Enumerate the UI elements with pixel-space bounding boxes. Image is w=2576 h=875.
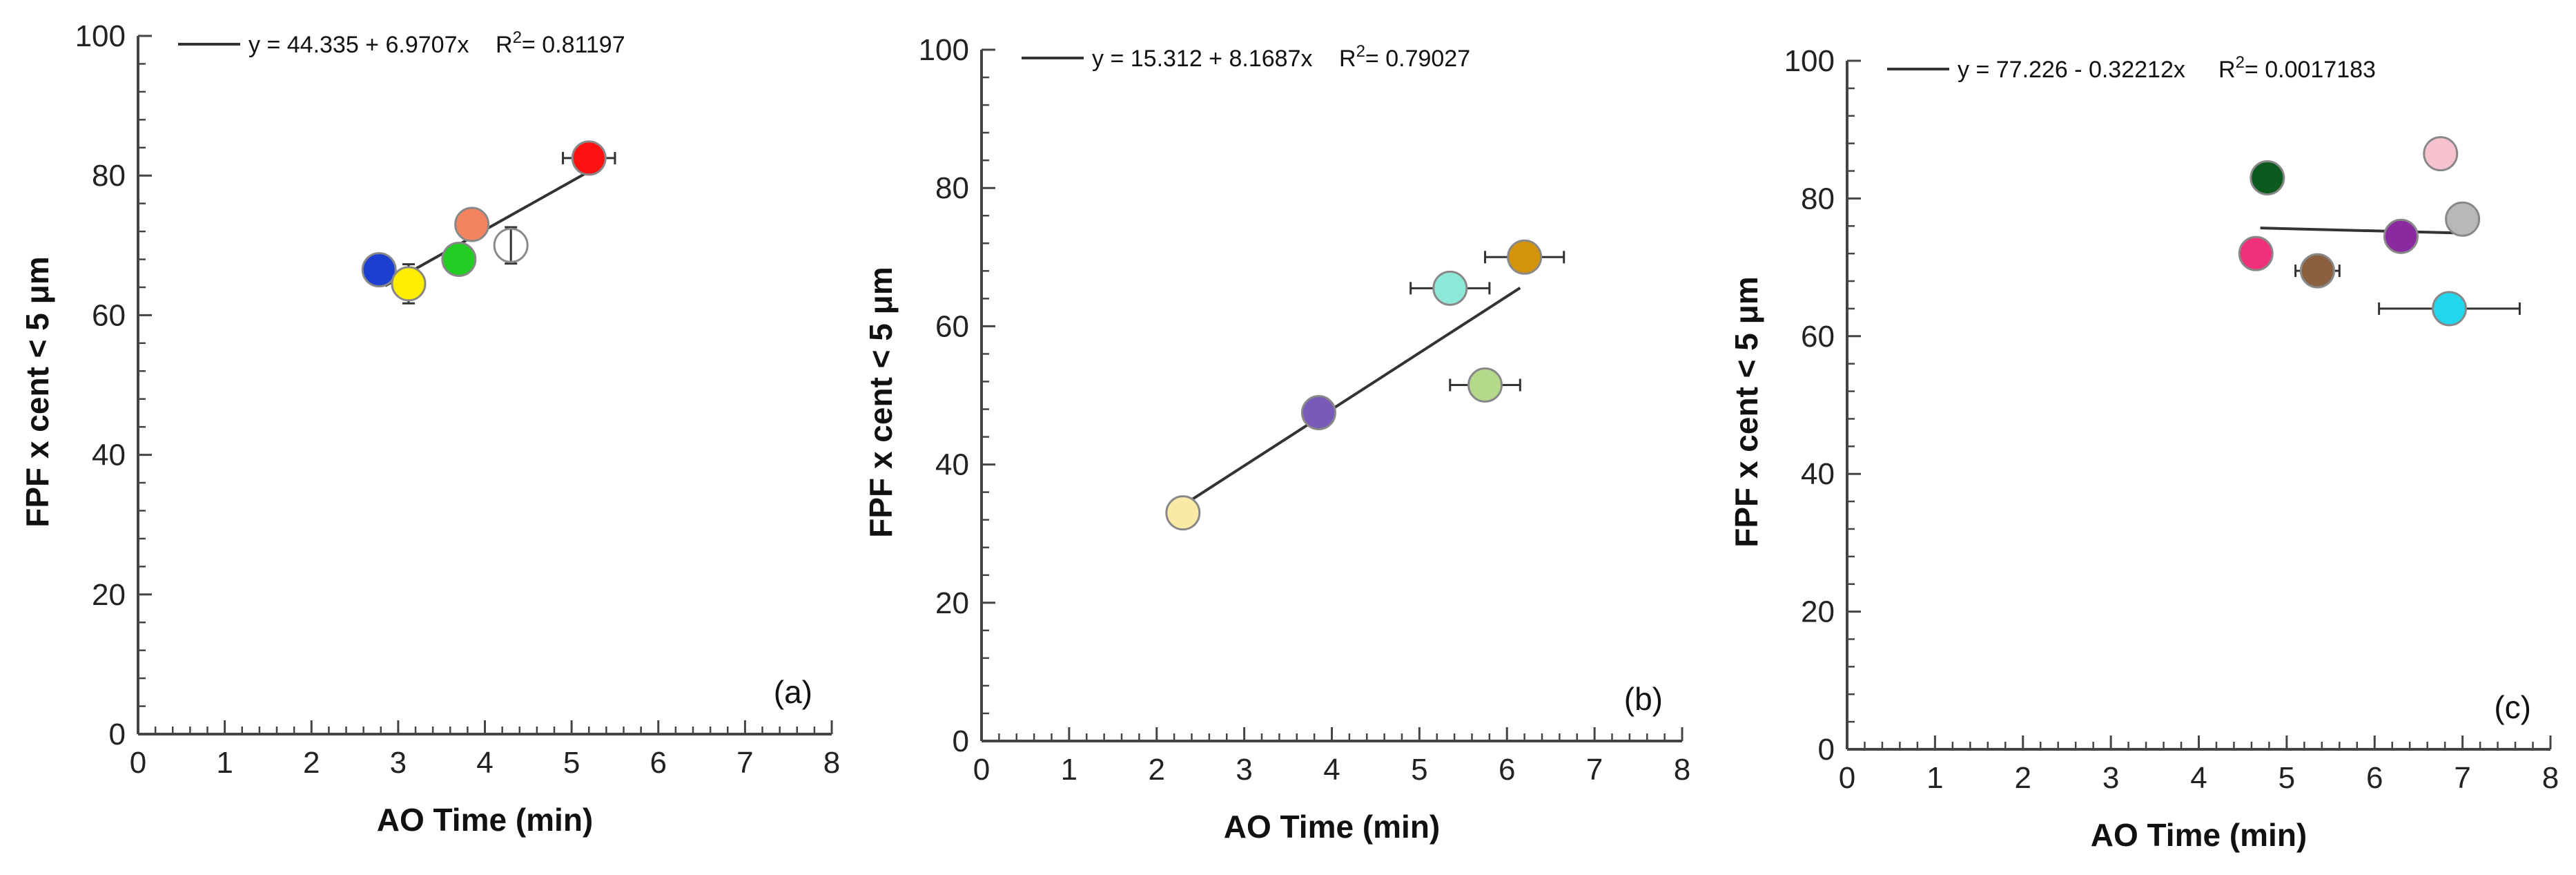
legend-equation: y = 77.226 - 0.32212x	[1958, 57, 2185, 83]
x-tick-label: 1	[1061, 753, 1077, 787]
y-tick-label: 20	[92, 578, 126, 612]
y-tick-label: 40	[1801, 457, 1835, 491]
x-tick-label: 8	[2542, 761, 2559, 795]
data-point	[361, 252, 397, 288]
data-point	[1507, 239, 1543, 275]
data-point	[493, 227, 529, 263]
x-tick-label: 6	[1499, 753, 1515, 787]
legend-r2: R2= 0.81197	[496, 28, 625, 58]
x-tick-label: 4	[1323, 753, 1340, 787]
x-tick-label: 7	[736, 746, 753, 780]
data-point	[2250, 160, 2285, 195]
x-tick-label: 2	[2015, 761, 2031, 795]
panel-label: (c)	[2494, 689, 2531, 725]
data-point	[1432, 270, 1468, 306]
x-tick-label: 4	[476, 746, 493, 780]
data-point	[571, 140, 607, 176]
x-tick-label: 3	[2102, 761, 2119, 795]
legend-equation: y = 44.335 + 6.9707x	[248, 32, 469, 58]
x-tick-label: 2	[303, 746, 320, 780]
fit-line	[1182, 287, 1521, 507]
x-tick-label: 3	[390, 746, 407, 780]
legend-equation: y = 15.312 + 8.1687x	[1092, 46, 1312, 72]
data-point	[391, 266, 427, 302]
x-tick-label: 1	[1926, 761, 1943, 795]
panel-label: (a)	[774, 674, 812, 710]
y-tick-label: 80	[935, 171, 969, 205]
x-tick-label: 6	[650, 746, 667, 780]
x-tick-label: 2	[1149, 753, 1165, 787]
x-axis-label: AO Time (min)	[377, 802, 594, 838]
x-axis-label: AO Time (min)	[2091, 817, 2307, 853]
x-tick-label: 8	[1674, 753, 1690, 787]
y-tick-label: 60	[92, 298, 126, 332]
x-tick-label: 7	[2454, 761, 2470, 795]
data-point	[2299, 253, 2335, 289]
x-tick-label: 0	[973, 753, 990, 787]
y-tick-label: 100	[75, 19, 126, 53]
y-axis-label: FPF x cent < 5 μm	[19, 256, 55, 527]
x-tick-label: 4	[2190, 761, 2207, 795]
data-point	[2238, 235, 2274, 271]
data-point	[2423, 136, 2459, 172]
panel-label: (b)	[1624, 681, 1663, 717]
y-axis-label: FPF x cent < 5 μm	[863, 267, 899, 537]
x-tick-label: 5	[563, 746, 580, 780]
data-point	[2383, 218, 2419, 254]
y-axis-label: FPF x cent < 5 μm	[1728, 276, 1764, 547]
x-tick-label: 0	[130, 746, 146, 780]
y-tick-label: 20	[1801, 595, 1835, 629]
x-tick-label: 3	[1236, 753, 1252, 787]
x-tick-label: 1	[216, 746, 233, 780]
data-point	[2445, 201, 2481, 237]
y-tick-label: 100	[1784, 44, 1835, 78]
data-point	[441, 242, 477, 278]
y-tick-label: 40	[92, 439, 126, 472]
data-point	[1300, 395, 1336, 431]
y-tick-label: 0	[953, 724, 969, 758]
y-tick-label: 80	[92, 159, 126, 193]
x-axis-label: AO Time (min)	[1224, 809, 1441, 845]
x-tick-label: 6	[2366, 761, 2383, 795]
data-point	[2432, 291, 2468, 327]
y-tick-label: 60	[1801, 320, 1835, 354]
x-tick-label: 8	[823, 746, 840, 780]
y-tick-label: 0	[109, 718, 126, 751]
y-tick-label: 20	[935, 586, 969, 620]
legend-r2: R2= 0.0017183	[2218, 53, 2376, 83]
data-point	[1165, 495, 1201, 531]
data-point	[1467, 367, 1503, 403]
fit-line	[2260, 227, 2463, 235]
y-tick-label: 100	[919, 33, 969, 67]
y-tick-label: 40	[935, 448, 969, 482]
x-tick-label: 0	[1839, 761, 1855, 795]
x-tick-label: 7	[1586, 753, 1603, 787]
data-point	[454, 206, 490, 242]
x-tick-label: 5	[1411, 753, 1427, 787]
x-tick-label: 5	[2279, 761, 2295, 795]
y-tick-label: 0	[1818, 733, 1835, 767]
y-tick-label: 80	[1801, 182, 1835, 215]
y-tick-label: 60	[935, 309, 969, 343]
legend-r2: R2= 0.79027	[1339, 42, 1470, 72]
